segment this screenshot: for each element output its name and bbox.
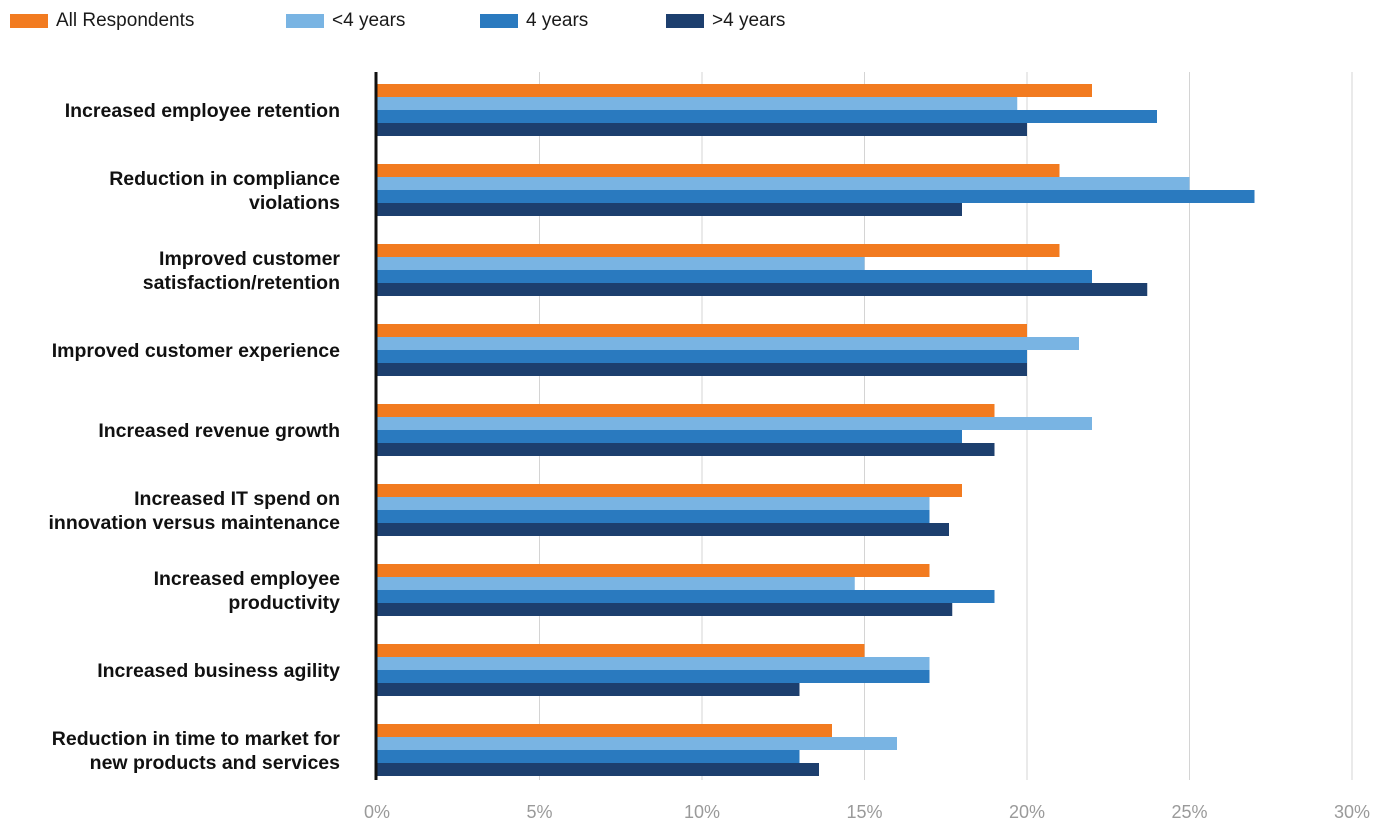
bar xyxy=(377,497,930,510)
bar xyxy=(377,443,995,456)
x-tick-label: 10% xyxy=(684,802,720,822)
bar xyxy=(377,683,800,696)
category-label: Improved customer experience xyxy=(52,340,340,362)
bar xyxy=(377,510,930,523)
bar xyxy=(377,110,1157,123)
bar xyxy=(377,203,962,216)
bar xyxy=(377,97,1017,110)
bar xyxy=(377,337,1079,350)
bar xyxy=(377,670,930,683)
bar xyxy=(377,644,865,657)
bar xyxy=(377,737,897,750)
category-label: Increased business agility xyxy=(97,660,340,682)
bar xyxy=(377,724,832,737)
bar xyxy=(377,404,995,417)
bar xyxy=(377,283,1147,296)
x-tick-label: 20% xyxy=(1009,802,1045,822)
bar xyxy=(377,417,1092,430)
x-tick-label: 15% xyxy=(846,802,882,822)
bar xyxy=(377,603,952,616)
bar xyxy=(377,484,962,497)
bar xyxy=(377,164,1060,177)
bar xyxy=(377,123,1027,136)
category-label: Reduction in compliance violations xyxy=(109,168,340,214)
bar xyxy=(377,750,800,763)
category-label: Increased IT spend on innovation versus m… xyxy=(48,488,340,534)
x-tick-label: 5% xyxy=(526,802,552,822)
bar xyxy=(377,577,855,590)
x-tick-label: 25% xyxy=(1171,802,1207,822)
bar xyxy=(377,523,949,536)
bar xyxy=(377,244,1060,257)
category-label: Increased employee productivity xyxy=(154,568,341,614)
bar xyxy=(377,84,1092,97)
bar xyxy=(377,763,819,776)
category-label: Increased revenue growth xyxy=(98,420,340,442)
bar xyxy=(377,590,995,603)
bar xyxy=(377,363,1027,376)
bar xyxy=(377,190,1255,203)
bar xyxy=(377,270,1092,283)
category-label: Reduction in time to market for new produ… xyxy=(52,728,341,774)
bar xyxy=(377,350,1027,363)
bar xyxy=(377,657,930,670)
bar xyxy=(377,430,962,443)
bar xyxy=(377,324,1027,337)
bar xyxy=(377,564,930,577)
x-tick-label: 30% xyxy=(1334,802,1370,822)
bar xyxy=(377,177,1190,190)
category-label: Increased employee retention xyxy=(65,100,340,122)
bar xyxy=(377,257,865,270)
x-tick-label: 0% xyxy=(364,802,390,822)
category-label: Improved customer satisfaction/retention xyxy=(143,248,341,294)
